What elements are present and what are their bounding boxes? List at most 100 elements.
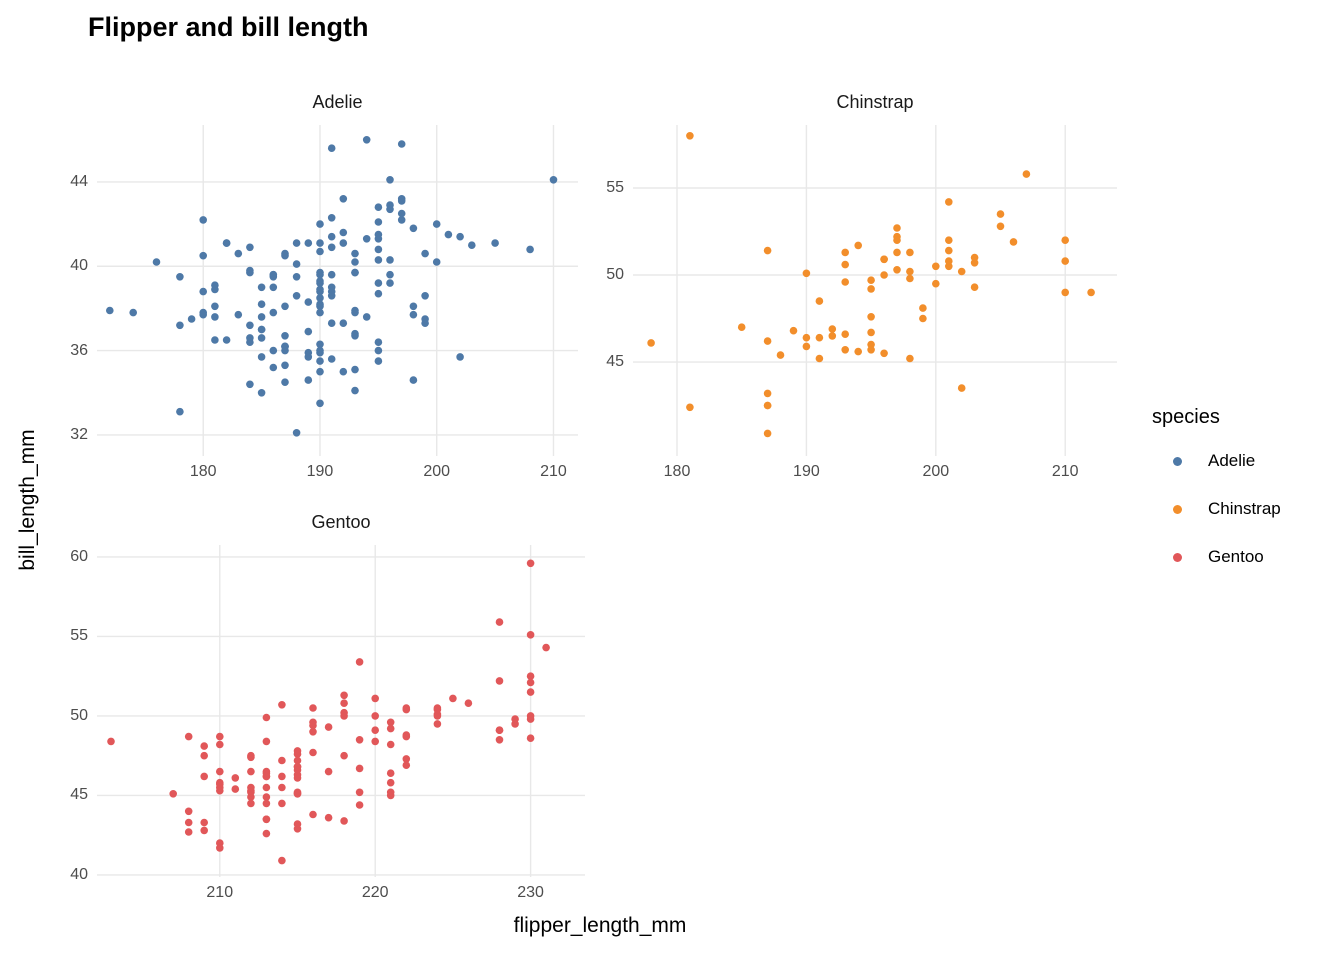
data-point xyxy=(374,346,383,355)
data-point xyxy=(292,429,301,437)
data-point xyxy=(246,321,254,330)
data-point xyxy=(526,715,535,723)
data-point xyxy=(269,363,278,372)
data-point xyxy=(932,279,940,288)
data-point xyxy=(262,799,271,808)
data-point xyxy=(339,239,348,247)
data-point xyxy=(686,403,694,412)
data-point xyxy=(339,319,348,327)
data-point xyxy=(511,715,519,723)
data-point xyxy=(246,380,254,389)
data-point xyxy=(309,728,317,736)
data-point xyxy=(763,401,772,410)
data-point xyxy=(316,367,324,376)
data-point xyxy=(316,308,324,317)
data-point xyxy=(397,197,406,205)
y-tick-label: 40 xyxy=(70,257,88,275)
data-point xyxy=(763,337,772,345)
data-point xyxy=(867,328,875,337)
data-point xyxy=(409,376,418,384)
data-point xyxy=(231,774,240,782)
data-point xyxy=(867,346,875,354)
data-point xyxy=(281,361,289,370)
data-point xyxy=(526,672,535,680)
data-point xyxy=(327,214,336,222)
data-point xyxy=(970,259,979,267)
data-point xyxy=(247,751,255,760)
data-point xyxy=(647,339,655,347)
data-point xyxy=(397,140,406,148)
data-point xyxy=(222,239,231,247)
data-point xyxy=(841,260,849,269)
x-tick-label: 200 xyxy=(922,463,950,480)
data-point xyxy=(402,731,411,739)
data-point xyxy=(371,737,380,746)
data-point xyxy=(374,289,383,298)
data-point xyxy=(386,176,394,184)
data-point xyxy=(216,740,224,749)
data-point xyxy=(351,258,359,266)
x-tick-label: 180 xyxy=(663,463,691,480)
data-point xyxy=(686,132,694,140)
data-point xyxy=(374,279,383,287)
scatter-panel-gentoo xyxy=(97,545,585,877)
legend: species Adelie Chinstrap Gentoo xyxy=(1152,406,1281,595)
data-point xyxy=(763,429,772,438)
scatter-panel-adelie xyxy=(97,125,578,456)
data-point xyxy=(906,274,914,283)
data-point xyxy=(234,249,243,258)
data-point xyxy=(200,742,208,750)
data-point xyxy=(945,198,953,206)
data-point xyxy=(278,772,286,781)
data-point xyxy=(200,826,208,835)
data-point xyxy=(409,302,418,311)
data-point xyxy=(293,820,302,828)
data-point xyxy=(945,236,953,244)
data-point xyxy=(340,691,348,700)
data-point xyxy=(257,334,266,342)
data-point xyxy=(257,325,266,334)
data-point xyxy=(1022,170,1031,178)
data-point xyxy=(362,313,371,321)
data-point xyxy=(526,688,535,696)
data-point xyxy=(374,357,383,365)
data-point xyxy=(340,699,348,707)
data-point xyxy=(200,772,208,781)
data-point xyxy=(211,313,219,321)
y-tick-label: 45 xyxy=(606,353,624,371)
data-point xyxy=(293,756,302,765)
data-point xyxy=(355,764,364,773)
data-point xyxy=(184,807,193,816)
data-point xyxy=(184,818,193,827)
data-point xyxy=(152,258,161,266)
data-point xyxy=(495,736,504,744)
data-point xyxy=(278,799,286,808)
data-point xyxy=(211,336,219,344)
data-point xyxy=(374,338,383,346)
data-point xyxy=(867,313,875,321)
data-point xyxy=(763,246,772,255)
data-point xyxy=(262,737,271,746)
data-point xyxy=(386,279,394,287)
data-point xyxy=(433,720,442,728)
data-point xyxy=(386,205,394,214)
data-point xyxy=(526,734,535,742)
data-point xyxy=(444,230,453,239)
x-tick-label: 190 xyxy=(793,463,820,480)
data-point xyxy=(397,216,406,224)
legend-key-dot-gentoo xyxy=(1173,552,1182,562)
data-point xyxy=(386,718,395,727)
y-tick-label: 55 xyxy=(606,178,624,196)
data-point xyxy=(526,559,535,568)
data-point xyxy=(386,740,395,749)
data-point xyxy=(184,828,193,836)
data-point xyxy=(371,694,380,703)
y-tick-label: 44 xyxy=(70,172,88,190)
data-point xyxy=(269,283,278,292)
data-point xyxy=(919,314,927,323)
data-point xyxy=(828,325,837,333)
data-point xyxy=(316,268,324,277)
facet-label-chinstrap: Chinstrap xyxy=(836,92,914,112)
x-tick-label: 200 xyxy=(423,463,451,480)
data-point xyxy=(304,239,313,247)
